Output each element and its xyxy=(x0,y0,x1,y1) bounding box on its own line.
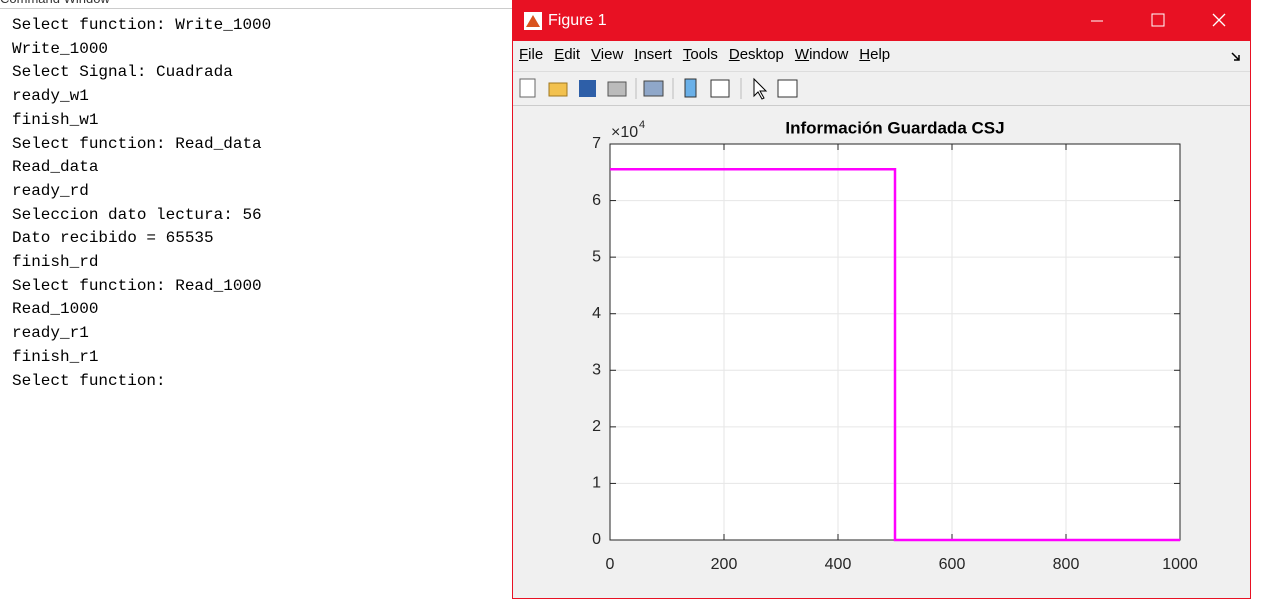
output-line: Select function: Read_data xyxy=(12,134,262,153)
window-title: Figure 1 xyxy=(548,12,607,29)
pointer-icon[interactable] xyxy=(753,77,768,100)
output-line: ready_rd xyxy=(12,181,89,200)
browser-icon[interactable] xyxy=(777,79,798,98)
command-output: Select function: Write_1000 Write_1000 Sel… xyxy=(12,14,271,393)
output-line: finish_r1 xyxy=(12,347,99,366)
output-line: Seleccion dato lectura: 56 xyxy=(12,205,262,224)
title-bar-icons xyxy=(524,12,1226,30)
output-line: Write_1000 xyxy=(12,39,109,58)
x-tick-label: 800 xyxy=(1053,556,1080,573)
y-multiplier: ×10 xyxy=(611,124,638,141)
output-line: ready_w1 xyxy=(12,87,89,106)
x-tick-label: 0 xyxy=(606,556,615,573)
y-tick-label: 6 xyxy=(592,192,601,209)
output-line: Read_data xyxy=(12,158,99,177)
maximize-button[interactable] xyxy=(1151,13,1165,27)
output-line: Dato recibido = 65535 xyxy=(12,229,214,248)
x-tick-label: 600 xyxy=(939,556,966,573)
y-tick-label: 0 xyxy=(592,531,601,548)
new-icon[interactable] xyxy=(519,78,536,98)
chart-title: Información Guardada CSJ xyxy=(785,118,1004,137)
output-line: Select function: xyxy=(12,371,166,390)
close-button[interactable] xyxy=(1212,13,1226,27)
y-tick-label: 2 xyxy=(592,418,601,435)
output-line: Select Signal: Cuadrada xyxy=(12,63,233,82)
output-line: finish_w1 xyxy=(12,110,99,129)
data-line xyxy=(610,168,1180,542)
menu-item[interactable]: Tools xyxy=(682,46,718,63)
colorbar-icon[interactable] xyxy=(684,78,697,98)
panel-header: Command Window xyxy=(0,0,110,6)
title-bar: Figure 1 xyxy=(513,1,1250,41)
menu-item[interactable]: Insert xyxy=(634,46,672,63)
menu-item[interactable]: File xyxy=(519,46,544,63)
menu-item[interactable]: Help xyxy=(859,46,891,63)
y-multiplier-exponent: 4 xyxy=(639,119,645,131)
x-tick-label: 1000 xyxy=(1162,556,1198,573)
legend-icon[interactable] xyxy=(710,79,730,98)
x-tick-label: 400 xyxy=(825,556,852,573)
menu-item[interactable]: View xyxy=(591,46,624,63)
toolbar xyxy=(513,71,1250,106)
divider xyxy=(0,8,512,9)
toolbar-icons xyxy=(519,77,798,100)
output-line: finish_rd xyxy=(12,253,99,272)
menu-item[interactable]: Window xyxy=(794,46,849,63)
output-line: Select function: Write_1000 xyxy=(12,16,272,34)
print-icon[interactable] xyxy=(607,81,627,97)
y-tick-label: 7 xyxy=(592,135,601,152)
dock-icon[interactable] xyxy=(1226,47,1246,67)
figure-window: Figure 1 File Edit View Insert Tools Desktop W… xyxy=(512,0,1251,599)
output-line: ready_r1 xyxy=(12,324,89,343)
y-tick-label: 1 xyxy=(592,475,601,492)
y-tick-label: 4 xyxy=(592,305,601,322)
open-icon[interactable] xyxy=(548,82,568,97)
link-icon[interactable] xyxy=(643,80,664,97)
save-icon[interactable] xyxy=(579,80,596,97)
output-line: Read_1000 xyxy=(12,300,99,319)
menu-item[interactable]: Desktop xyxy=(728,46,784,63)
plot-area: Información Guardada CSJ ×10 4 0 200 400 60… xyxy=(592,118,1198,573)
y-tick-label: 3 xyxy=(592,362,601,379)
x-tick-label: 200 xyxy=(711,556,738,573)
menu-item[interactable]: Edit xyxy=(554,46,581,63)
y-tick-label: 5 xyxy=(592,248,601,265)
output-line: Select function: Read_1000 xyxy=(12,276,262,295)
menu-bar: File Edit View Insert Tools Desktop Window Help xyxy=(519,46,901,63)
app-icon-shape xyxy=(526,15,540,27)
